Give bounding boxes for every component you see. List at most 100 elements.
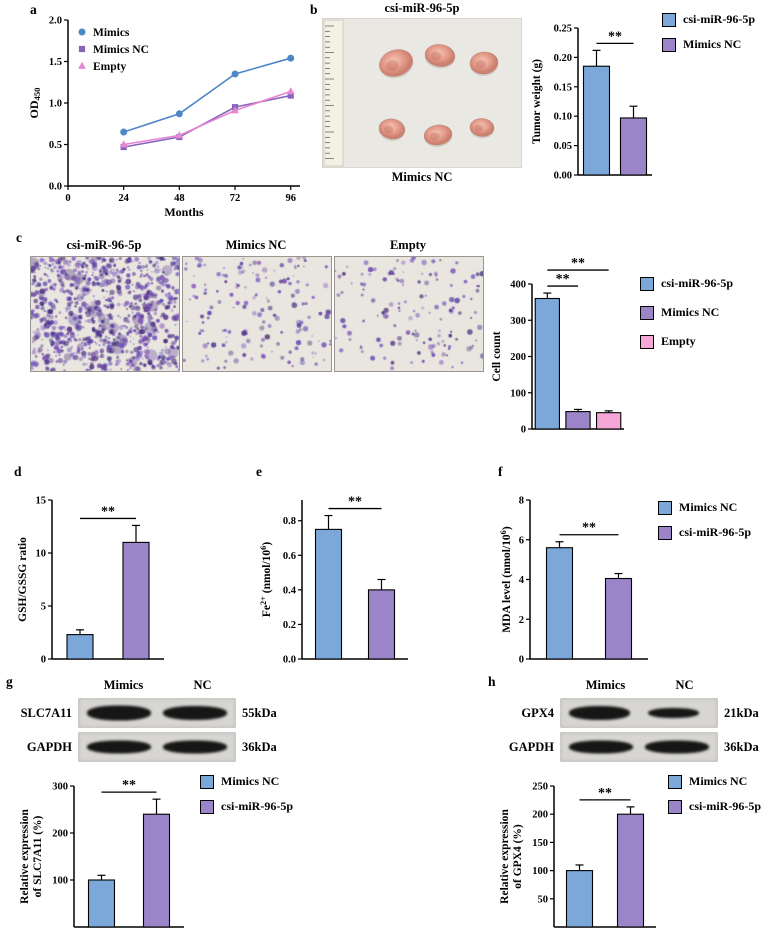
legend-item: Mimics NC <box>668 774 761 789</box>
chart-svg: 0 2 4 6 8 MDA level (nmol/106) ** <box>499 496 648 666</box>
migration-caption-0: csi-miR-96-5p <box>66 238 142 252</box>
panel-d-label: d <box>14 464 22 479</box>
legend-swatch <box>200 774 214 789</box>
mda-chart: 0 2 4 6 8 MDA level (nmol/106) ** <box>499 478 652 666</box>
svg-text:200: 200 <box>532 810 548 821</box>
svg-text:**: ** <box>556 272 570 287</box>
svg-text:Cell count: Cell count <box>491 331 503 381</box>
svg-text:0.0: 0.0 <box>283 655 296 665</box>
blot-strip <box>78 732 236 762</box>
svg-text:OD450: OD450 <box>27 88 42 119</box>
svg-text:50: 50 <box>538 894 549 905</box>
cell-count-chart: 0 100 200 300 400 Cell count ** ** <box>490 246 628 436</box>
blot-protein-label: GPX4 <box>521 705 554 720</box>
svg-text:400: 400 <box>510 280 526 291</box>
chart-svg: 50 100 150 200 250 Relative expression of GPX4… <box>499 782 656 928</box>
chart-svg: 0 100 200 300 400 Cell count **** <box>491 256 624 436</box>
tumor-weight-legend: csi-miR-96-5p Mimics NC <box>662 12 755 52</box>
svg-text:**: ** <box>608 29 622 44</box>
legend-label: Mimics NC <box>683 37 742 51</box>
svg-text:0.0: 0.0 <box>49 182 62 193</box>
panel-h-label: h <box>488 674 496 689</box>
tumor-photo-svg <box>321 17 523 169</box>
blot-kda-label: 55kDa <box>242 705 277 720</box>
legend-item: csi-miR-96-5p <box>200 799 293 814</box>
blot-row: SLC7A11 55kDa <box>14 697 282 729</box>
legend-item: csi-miR-96-5p <box>640 276 733 291</box>
legend-swatch <box>658 525 672 540</box>
proliferation-line-chart: 0.0 0.5 1.0 1.5 2.0 0 24 48 72 96 OD450 Months Mimic… <box>26 10 314 222</box>
chart-svg: 0 5 10 15 GSH/GSSG ratio ** <box>17 496 164 666</box>
blot-row: GAPDH 36kDa <box>14 731 282 763</box>
legend-item: csi-miR-96-5p <box>662 12 755 27</box>
svg-text:0.15: 0.15 <box>554 82 572 93</box>
legend-swatch <box>668 799 682 814</box>
legend-item: Mimics NC <box>658 500 751 515</box>
legend-swatch <box>662 37 676 52</box>
legend-label: csi-miR-96-5p <box>683 12 755 26</box>
svg-text:300: 300 <box>510 316 526 327</box>
svg-text:0: 0 <box>521 425 526 435</box>
svg-text:**: ** <box>571 256 585 271</box>
legend-swatch <box>658 500 672 515</box>
svg-text:0.20: 0.20 <box>554 53 572 64</box>
svg-text:150: 150 <box>532 838 548 849</box>
panel-c-label: c <box>16 230 22 245</box>
svg-text:8: 8 <box>519 496 524 507</box>
svg-text:100: 100 <box>510 388 526 399</box>
blot-lane-label: Mimics <box>585 678 626 692</box>
svg-text:of SLC7A11 (%): of SLC7A11 (%) <box>32 815 44 897</box>
svg-text:**: ** <box>122 778 136 793</box>
legend-item: Mimics NC <box>662 37 755 52</box>
migration-image-2 <box>334 256 484 372</box>
slc7a11-legend: Mimics NC csi-miR-96-5p <box>200 774 293 814</box>
blot-band <box>163 740 227 754</box>
svg-text:0: 0 <box>41 655 46 665</box>
blot-protein-label: SLC7A11 <box>20 705 72 720</box>
tumor-photo <box>321 17 523 169</box>
svg-text:0: 0 <box>519 655 524 665</box>
panel-g-label: g <box>6 674 13 689</box>
blot-protein-label: GAPDH <box>508 739 554 754</box>
blot-kda-label: 21kDa <box>724 705 759 720</box>
legend-label: csi-miR-96-5p <box>689 799 761 813</box>
svg-text:**: ** <box>582 521 596 536</box>
svg-text:250: 250 <box>532 782 548 793</box>
tumor-weight-chart: 0.00 0.05 0.10 0.15 0.20 0.25 Tumor weight (g)… <box>530 6 656 182</box>
cell-count-legend: csi-miR-96-5p Mimics NC Empty <box>640 276 733 349</box>
migration-image-1 <box>182 256 332 372</box>
legend-swatch <box>668 774 682 789</box>
svg-text:Fe2+ (nmol/106): Fe2+ (nmol/106) <box>260 542 273 618</box>
gpx4-expression-chart: 50 100 150 200 250 Relative expression of GPX4… <box>498 764 660 932</box>
blot-band <box>163 706 227 720</box>
chart-svg: 0.0 0.5 1.0 1.5 2.0 0 24 48 72 96 OD450 Months Mimic… <box>27 16 300 219</box>
svg-text:15: 15 <box>36 496 47 507</box>
blot-band <box>87 705 151 721</box>
svg-text:0.5: 0.5 <box>49 140 62 151</box>
blot-band <box>645 740 709 754</box>
svg-text:48: 48 <box>174 193 185 204</box>
svg-text:0.10: 0.10 <box>554 112 572 123</box>
svg-text:100: 100 <box>532 866 548 877</box>
legend-swatch <box>640 305 654 320</box>
slc7a11-expression-chart: 100 200 300 Relative expression of SLC7A11 (… <box>18 764 188 932</box>
panel-e-label: e <box>256 464 262 479</box>
legend-swatch <box>200 799 214 814</box>
svg-text:0.6: 0.6 <box>283 551 296 562</box>
blot-band <box>87 740 151 754</box>
legend-item: Mimics NC <box>640 305 733 320</box>
svg-text:5: 5 <box>41 602 46 613</box>
svg-text:Empty: Empty <box>93 61 126 73</box>
svg-text:200: 200 <box>52 829 68 840</box>
svg-text:4: 4 <box>519 575 525 586</box>
photo-top-caption: csi-miR-96-5p <box>384 1 460 15</box>
blot-lane-labels: Mimics NC <box>84 678 242 695</box>
svg-text:0.00: 0.00 <box>554 171 572 181</box>
legend-item: Empty <box>640 334 733 349</box>
legend-label: csi-miR-96-5p <box>221 799 293 813</box>
fe2-chart: 0.0 0.2 0.4 0.6 0.8 Fe2+ (nmol/106) ** <box>259 478 412 666</box>
svg-text:2: 2 <box>519 615 524 626</box>
blot-band <box>648 708 700 718</box>
legend-label: csi-miR-96-5p <box>661 276 733 290</box>
